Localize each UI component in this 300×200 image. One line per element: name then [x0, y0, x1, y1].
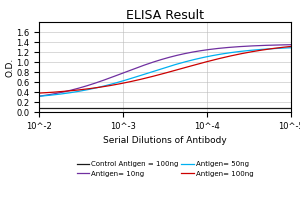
Antigen= 10ng — [158, 59, 162, 61]
Control Antigen = 100ng — [187, 107, 191, 109]
Control Antigen = 100ng — [37, 107, 41, 109]
Antigen= 100ng — [174, 69, 177, 71]
Antigen= 100ng — [37, 92, 41, 94]
Y-axis label: O.D.: O.D. — [6, 57, 15, 77]
Control Antigen = 100ng — [244, 107, 247, 109]
Line: Antigen= 100ng: Antigen= 100ng — [39, 46, 291, 93]
Control Antigen = 100ng — [283, 107, 287, 109]
Antigen= 10ng — [187, 52, 191, 54]
Line: Antigen= 50ng: Antigen= 50ng — [39, 48, 291, 96]
Antigen= 50ng — [289, 47, 293, 49]
Antigen= 10ng — [244, 45, 247, 47]
Control Antigen = 100ng — [157, 107, 160, 109]
Antigen= 50ng — [37, 95, 41, 97]
Antigen= 100ng — [157, 74, 160, 76]
Antigen= 100ng — [289, 45, 293, 48]
Antigen= 50ng — [157, 68, 160, 71]
Legend: Control Antigen = 100ng, Antigen= 10ng, Antigen= 50ng, Antigen= 100ng: Control Antigen = 100ng, Antigen= 10ng, … — [74, 159, 256, 180]
Antigen= 50ng — [283, 47, 287, 49]
Control Antigen = 100ng — [289, 107, 293, 109]
Control Antigen = 100ng — [158, 107, 162, 109]
Antigen= 10ng — [283, 44, 287, 46]
Antigen= 10ng — [174, 55, 177, 57]
Line: Antigen= 10ng: Antigen= 10ng — [39, 45, 291, 96]
Antigen= 100ng — [187, 65, 191, 68]
Antigen= 50ng — [174, 63, 177, 66]
Antigen= 100ng — [283, 46, 287, 48]
Antigen= 50ng — [244, 50, 247, 52]
Antigen= 50ng — [158, 68, 162, 70]
Antigen= 100ng — [244, 52, 247, 54]
Antigen= 10ng — [289, 44, 293, 46]
Antigen= 10ng — [37, 95, 41, 97]
X-axis label: Serial Dilutions of Antibody: Serial Dilutions of Antibody — [103, 136, 227, 145]
Title: ELISA Result: ELISA Result — [126, 9, 204, 22]
Antigen= 50ng — [187, 60, 191, 62]
Antigen= 100ng — [158, 73, 162, 76]
Control Antigen = 100ng — [174, 107, 177, 109]
Antigen= 10ng — [157, 59, 160, 62]
